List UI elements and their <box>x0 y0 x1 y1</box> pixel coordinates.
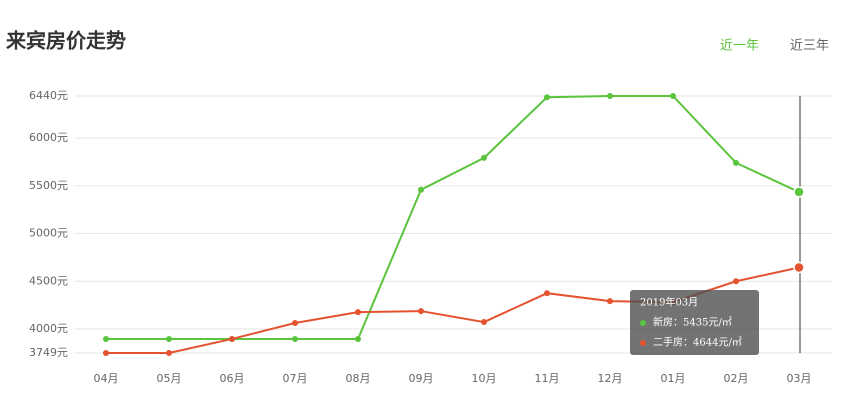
tooltip-row: 二手房：4644元/㎡ <box>653 336 742 349</box>
data-point <box>418 186 424 193</box>
x-tick-label: 01月 <box>661 372 686 385</box>
y-tick-label: 3749元 <box>29 346 68 359</box>
data-point <box>544 94 550 101</box>
data-point <box>166 350 172 356</box>
tooltip-title: 2019年03月 <box>640 296 698 309</box>
data-point <box>670 93 676 99</box>
data-point <box>103 335 109 342</box>
data-point <box>355 309 361 316</box>
data-point <box>229 335 235 342</box>
data-point <box>103 350 109 356</box>
y-tick-label: 4000元 <box>29 322 68 335</box>
tooltip-dot <box>640 320 646 326</box>
x-tick-label: 05月 <box>157 372 182 385</box>
data-point <box>544 290 550 297</box>
tooltip-row: 新房：5435元/㎡ <box>653 316 732 329</box>
tab[interactable]: 近一年 <box>720 39 759 54</box>
x-tick-label: 10月 <box>472 372 497 385</box>
data-point <box>355 335 361 342</box>
chart-title: 来宾房价走势 <box>5 29 126 53</box>
y-tick-label: 4500元 <box>29 274 68 287</box>
x-tick-label: 09月 <box>409 372 434 385</box>
data-point <box>418 308 424 315</box>
data-point <box>481 319 487 326</box>
x-tick-label: 08月 <box>346 372 371 385</box>
data-point <box>793 186 805 198</box>
y-tick-label: 6440元 <box>29 89 68 102</box>
x-tick-label: 12月 <box>598 372 623 385</box>
data-point <box>607 298 613 305</box>
x-tick-label: 11月 <box>535 372 560 385</box>
x-tick-label: 07月 <box>283 372 308 385</box>
x-tick-label: 03月 <box>787 372 812 385</box>
series-line <box>106 95 800 340</box>
data-point <box>481 154 487 161</box>
tab[interactable]: 近三年 <box>790 39 829 54</box>
data-point <box>733 278 739 285</box>
data-point <box>292 335 298 342</box>
tooltip-dot <box>640 340 646 346</box>
data-point <box>607 93 613 99</box>
data-point <box>733 159 739 166</box>
x-tick-label: 02月 <box>724 372 749 385</box>
y-tick-label: 6000元 <box>29 131 68 144</box>
x-tick-label: 06月 <box>220 372 245 385</box>
tooltip-box <box>630 290 759 355</box>
x-tick-label: 04月 <box>94 372 119 385</box>
data-point <box>793 261 805 274</box>
data-point <box>166 335 172 342</box>
y-tick-label: 5500元 <box>29 179 68 192</box>
y-tick-label: 5000元 <box>29 227 68 240</box>
data-point <box>292 320 298 327</box>
